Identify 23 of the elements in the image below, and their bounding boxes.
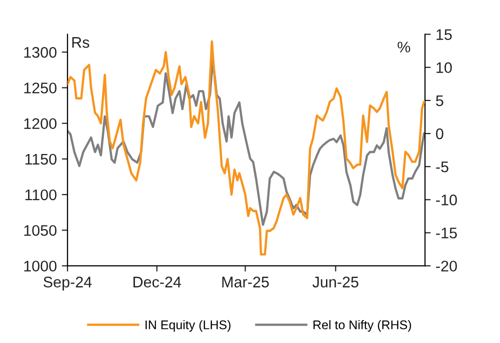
y-tick-label: 1100 [25,189,56,200]
y2-tick-label: -10 [436,194,457,206]
y2-tick-label: -20 [436,260,457,272]
y2-tick-label: -5 [436,162,448,172]
y-tick-label: 1250 [24,82,56,94]
y-tick-label: 1150 [25,154,56,165]
legend-label: Rel to Nifty (RHS) [314,320,412,332]
y2-tick-label: -15 [436,228,457,238]
y2-tick-label: 15 [436,29,452,40]
y-tick-label: 1300 [24,46,56,58]
x-tick-label: Jun-25 [312,276,358,288]
y2-tick-label: 10 [436,62,452,74]
y-axis-title: Rs [72,37,90,48]
x-tick-label: Sep-24 [44,276,92,290]
y-tick-label: 1200 [24,118,56,130]
x-tick-label: Mar-25 [222,276,269,288]
x-tick-label: Dec-24 [134,276,182,288]
y-tick-label: 1050 [24,225,56,236]
y2-tick-label: 0 [436,128,444,140]
y2-axis-title: % [398,42,410,52]
y-tick-label: 1000 [24,260,56,272]
legend-label: IN Equity (LHS) [146,320,230,332]
y2-tick-label: 5 [436,95,444,106]
